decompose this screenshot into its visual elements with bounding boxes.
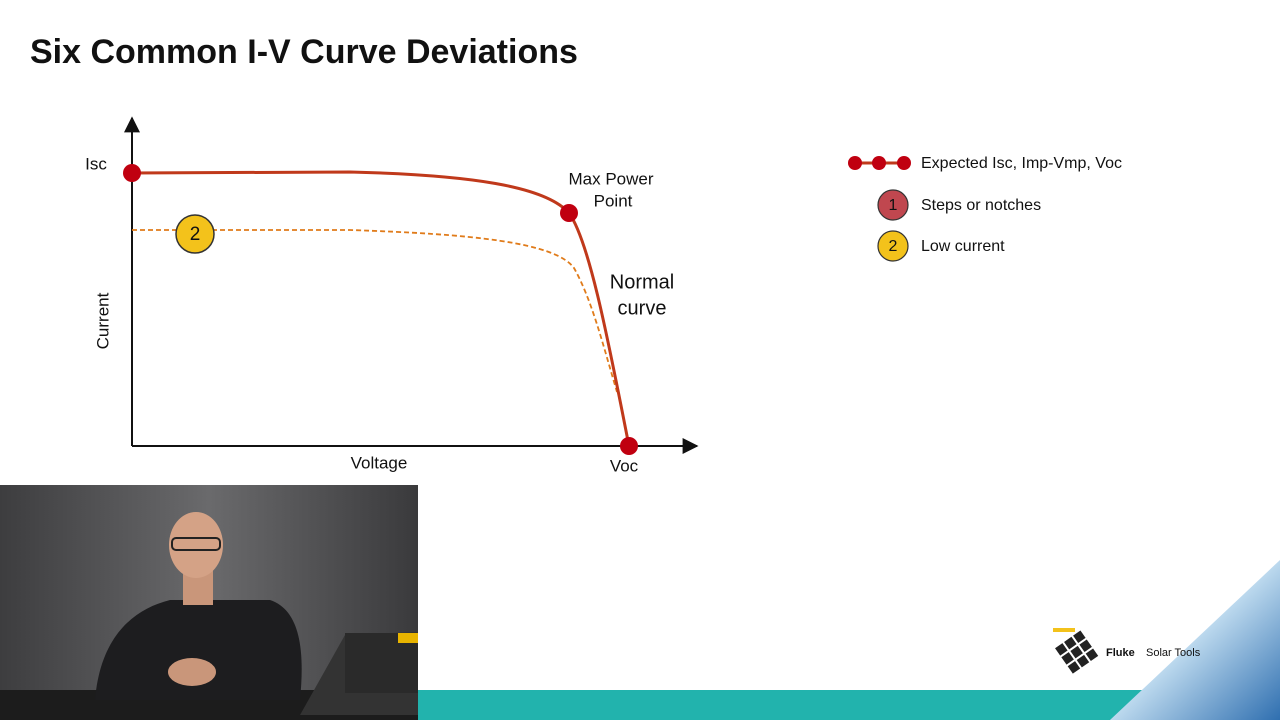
badge-number: 2	[190, 224, 201, 245]
low-current-curve	[132, 229, 618, 393]
logo-text: Solar Tools	[1146, 647, 1201, 659]
legend-dot	[848, 156, 862, 170]
legend-marker-number: 1	[889, 197, 898, 214]
legend-text: Low current	[921, 238, 1005, 255]
slide-title: Six Common I-V Curve Deviations	[30, 33, 578, 71]
legend-text: Steps or notches	[921, 197, 1041, 214]
solar-image	[1110, 560, 1280, 720]
legend-dot	[872, 156, 886, 170]
isc-point	[123, 164, 141, 182]
normal-curve-label: curve	[618, 297, 667, 319]
y-axis-label: Current	[93, 292, 112, 349]
legend-dot	[897, 156, 911, 170]
legend-marker	[877, 189, 909, 221]
normal-curve	[131, 170, 631, 447]
logo-brand: Fluke	[1106, 647, 1135, 659]
max-power-point	[560, 204, 578, 222]
legend-text: Expected Isc, Imp-Vmp, Voc	[921, 155, 1122, 172]
logo: Fluke Solar Tools	[1053, 628, 1201, 674]
max-power-label: Max Power	[568, 169, 653, 188]
voc-label: Voc	[610, 456, 639, 475]
max-power-label: Point	[594, 191, 633, 210]
presenter-video	[0, 485, 418, 720]
voc-point	[620, 437, 638, 455]
badge	[175, 214, 215, 254]
normal-curve-label: Normal	[610, 271, 674, 293]
isc-label: Isc	[85, 154, 107, 173]
legend-marker-number: 2	[889, 238, 898, 255]
legend-marker	[877, 230, 909, 262]
x-axis-label: Voltage	[351, 453, 408, 472]
